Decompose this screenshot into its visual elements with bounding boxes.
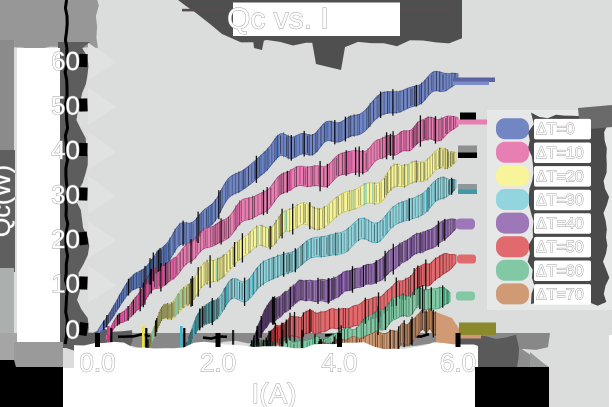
svg-text:0.0: 0.0 [79,348,115,378]
svg-text:ΔT=20: ΔT=20 [536,168,584,185]
svg-text:50: 50 [51,91,80,121]
svg-text:20: 20 [51,224,80,254]
svg-text:ΔT=70: ΔT=70 [536,286,584,303]
svg-text:6.0: 6.0 [440,348,476,378]
svg-text:ΔT=50: ΔT=50 [536,239,584,256]
svg-text:2.0: 2.0 [200,348,236,378]
svg-text:4.0: 4.0 [321,348,357,378]
svg-text:60: 60 [51,46,80,76]
svg-text:Qc(W): Qc(W) [0,165,16,237]
svg-text:0: 0 [66,315,80,345]
svg-text:I(A): I(A) [251,378,296,407]
svg-text:30: 30 [51,180,80,210]
svg-text:ΔT=10: ΔT=10 [536,145,584,162]
svg-text:ΔT=40: ΔT=40 [536,216,584,233]
svg-text:40: 40 [51,135,80,165]
svg-text:Qc vs. I: Qc vs. I [227,3,329,36]
svg-text:ΔT=60: ΔT=60 [536,263,584,280]
svg-text:ΔT=0: ΔT=0 [536,121,575,138]
svg-text:ΔT=30: ΔT=30 [536,192,584,209]
svg-text:10: 10 [51,269,80,299]
